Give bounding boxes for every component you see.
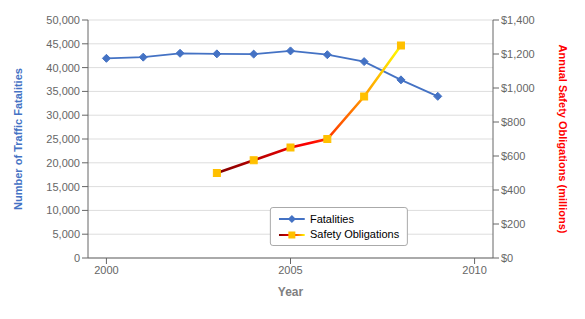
svg-text:2010: 2010 [462,264,486,276]
svg-text:Year: Year [278,285,304,299]
svg-text:35,000: 35,000 [46,85,80,97]
svg-text:Number of Traffic Fatalities: Number of Traffic Fatalities [12,68,24,210]
svg-text:0: 0 [74,252,80,264]
svg-text:15,000: 15,000 [46,181,80,193]
svg-text:50,000: 50,000 [46,14,80,26]
svg-text:$800: $800 [501,116,525,128]
svg-text:45,000: 45,000 [46,38,80,50]
svg-text:30,000: 30,000 [46,109,80,121]
svg-text:$1,200: $1,200 [501,48,535,60]
svg-text:40,000: 40,000 [46,62,80,74]
html-text:Safety Obligations: Safety Obligations [310,228,400,240]
svg-text:2000: 2000 [94,264,118,276]
svg-text:20,000: 20,000 [46,157,80,169]
svg-text:5,000: 5,000 [52,228,80,240]
svg-text:10,000: 10,000 [46,204,80,216]
html-text:Fatalities: Fatalities [310,212,354,225]
svg-text:$600: $600 [501,150,525,162]
svg-text:Annual Safety Obligations (mil: Annual Safety Obligations (millions) [557,45,569,234]
svg-text:$1,400: $1,400 [501,14,535,26]
svg-text:$200: $200 [501,218,525,230]
svg-text:$1,000: $1,000 [501,82,535,94]
svg-text:$400: $400 [501,184,525,196]
svg-text:2005: 2005 [278,264,302,276]
svg-text:25,000: 25,000 [46,133,80,145]
svg-text:$0: $0 [501,252,513,264]
